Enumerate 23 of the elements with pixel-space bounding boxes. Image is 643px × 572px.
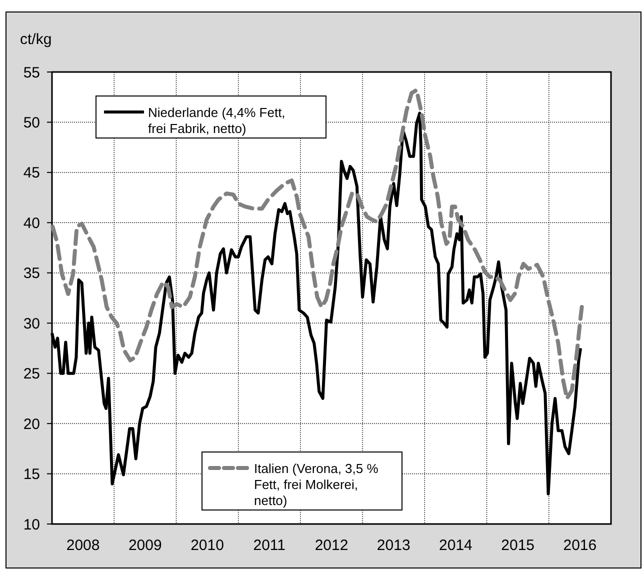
x-tick-label: 2009 (128, 537, 162, 554)
x-tick-label: 2014 (439, 537, 472, 554)
y-tick-label: 50 (23, 114, 40, 132)
y-tick-label: 20 (23, 416, 40, 433)
x-tick-label: 2010 (190, 537, 224, 554)
y-tick-label: 15 (23, 466, 40, 484)
x-tick-label: 2015 (501, 537, 535, 554)
y-tick-label: 45 (23, 164, 40, 182)
x-tick-label: 2013 (376, 537, 410, 554)
y-tick-label: 35 (23, 265, 40, 282)
x-tick-label: 2016 (563, 537, 597, 554)
x-tick-label: 2008 (66, 537, 100, 554)
y-tick-label: 40 (23, 214, 40, 232)
y-tick-label: 30 (23, 315, 40, 332)
legend-label: Niederlande (4,4% Fett, frei Fabrik, netto) (148, 105, 286, 136)
line-series (50, 88, 584, 400)
x-tick-label: 2012 (314, 537, 348, 554)
y-tick-label: 25 (23, 366, 40, 383)
y-tick-label: 10 (23, 516, 40, 534)
y-axis-title: ct/kg (20, 31, 52, 48)
y-tick-label: 55 (23, 64, 40, 82)
x-tick-label: 2011 (253, 537, 286, 554)
legend-label: Italien (Verona, 3,5 % Fett, frei Molkerei, netto) (254, 461, 379, 508)
